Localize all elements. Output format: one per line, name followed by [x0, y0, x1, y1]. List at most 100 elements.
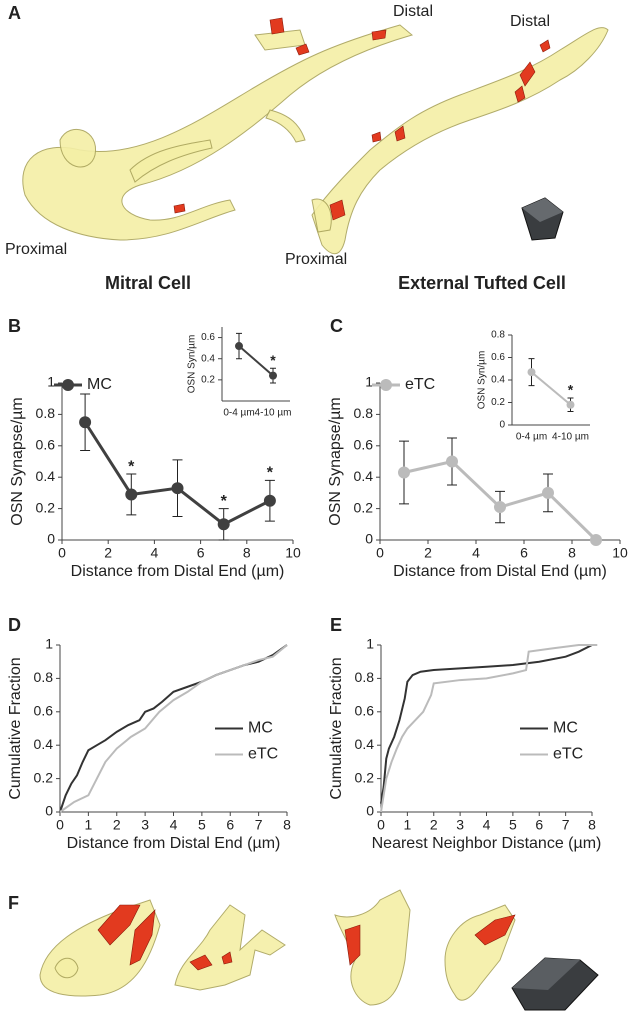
y-tick-label: 0.6: [491, 352, 505, 363]
x-tick-label: 4: [151, 545, 159, 561]
x-tick-label: 10: [612, 545, 628, 561]
data-point: [398, 466, 410, 479]
x-tick-label: 4: [170, 817, 178, 833]
significance-marker: *: [128, 458, 135, 475]
panel-label: B: [8, 316, 21, 336]
data-point: [125, 488, 138, 501]
y-tick-label: 0.8: [354, 405, 374, 421]
y-axis-label: Cumulative Fraction: [7, 657, 24, 799]
y-tick-label: 1: [366, 636, 374, 652]
x-tick-label: 0: [56, 817, 64, 833]
data-point: [269, 371, 277, 380]
y-tick-label: 0.2: [354, 499, 374, 515]
data-point: [235, 342, 243, 351]
legend-label: MC: [87, 376, 112, 393]
legend-marker: [62, 379, 74, 391]
significance-marker: *: [221, 493, 228, 510]
series-line: [59, 644, 288, 813]
series-line: [380, 644, 593, 804]
y-tick-label: 0.4: [491, 375, 505, 386]
x-tick-label: 4-10 µm: [255, 408, 292, 419]
legend-label: MC: [553, 720, 578, 737]
x-tick-label: 8: [568, 545, 576, 561]
scale-cube: [521, 197, 564, 241]
x-tick-label: 2: [430, 817, 438, 833]
significance-marker: *: [267, 465, 274, 482]
y-axis-label: OSN Synapse/µm: [327, 397, 344, 525]
x-tick-label: 7: [562, 817, 570, 833]
data-point: [79, 416, 92, 429]
x-tick-label: 6: [520, 545, 528, 561]
panel-label: C: [330, 316, 343, 336]
y-tick-label: 0.8: [36, 405, 56, 421]
x-tick-label: 0-4 µm: [516, 432, 547, 443]
y-tick-label: 0.8: [355, 669, 375, 685]
x-tick-label: 6: [197, 545, 205, 561]
data-point: [590, 534, 602, 546]
x-tick-label: 3: [456, 817, 464, 833]
x-axis-label: Distance from Distal End (µm): [67, 835, 281, 852]
y-tick-label: 0.2: [491, 397, 505, 408]
x-tick-label: 4: [472, 545, 480, 561]
panel-label: F: [8, 893, 19, 913]
x-tick-label: 0: [58, 545, 66, 561]
y-axis-label: Cumulative Fraction: [328, 657, 345, 799]
data-point: [171, 482, 184, 495]
x-tick-label: 2: [113, 817, 121, 833]
x-tick-label: 2: [104, 545, 112, 561]
x-axis-label: Distance from Distal End (µm): [393, 563, 607, 580]
x-tick-label: 0: [377, 817, 385, 833]
synapse-renders: [39, 889, 599, 1011]
series-line: [380, 644, 598, 813]
data-point: [542, 486, 554, 499]
y-tick-label: 0.8: [34, 669, 54, 685]
data-point: [263, 494, 276, 507]
x-tick-label: 5: [198, 817, 206, 833]
x-tick-label: 4: [483, 817, 491, 833]
y-tick-label: 0.4: [355, 736, 375, 752]
x-tick-label: 8: [283, 817, 291, 833]
panel-label: E: [330, 615, 342, 635]
x-tick-label: 6: [226, 817, 234, 833]
y-tick-label: 0: [365, 531, 373, 547]
y-tick-label: 0.2: [36, 499, 56, 515]
cell-title: Mitral Cell: [105, 273, 191, 293]
data-point: [527, 368, 536, 377]
x-axis-label: Distance from Distal End (µm): [71, 563, 285, 580]
legend-label: eTC: [248, 746, 278, 763]
legend-label: MC: [248, 720, 273, 737]
x-tick-label: 8: [588, 817, 596, 833]
x-tick-label: 7: [255, 817, 263, 833]
x-tick-label: 10: [285, 545, 301, 561]
tufted-cell-render: [311, 27, 609, 255]
x-axis-label: Nearest Neighbor Distance (µm): [372, 835, 602, 852]
data-point: [494, 501, 506, 514]
mitral-cell-render: [22, 17, 414, 241]
y-tick-label: 0: [366, 803, 374, 819]
y-tick-label: 0.6: [36, 437, 56, 453]
legend-label: eTC: [405, 376, 435, 393]
y-tick-label: 0.4: [201, 353, 215, 364]
legend-label: eTC: [553, 746, 583, 763]
x-tick-label: 1: [403, 817, 411, 833]
x-tick-label: 0-4 µm: [223, 408, 254, 419]
y-tick-label: 0.6: [34, 703, 54, 719]
legend-marker: [380, 379, 392, 391]
x-tick-label: 6: [535, 817, 543, 833]
y-tick-label: 0.6: [354, 437, 374, 453]
y-axis-label: OSN Synapse/µm: [9, 397, 26, 525]
y-tick-label: 0: [47, 531, 55, 547]
y-tick-label: 0.4: [34, 736, 54, 752]
x-tick-label: 3: [141, 817, 149, 833]
x-tick-label: 1: [84, 817, 92, 833]
y-tick-label: 1: [47, 374, 55, 390]
x-tick-label: 5: [509, 817, 517, 833]
y-tick-label: 0: [45, 803, 53, 819]
cell-label: Distal: [510, 13, 550, 30]
y-axis-label: OSN Syn/µm: [187, 335, 198, 394]
y-tick-label: 0.8: [491, 330, 505, 341]
y-tick-label: 0.2: [201, 374, 215, 385]
y-tick-label: 0.6: [355, 703, 375, 719]
y-tick-label: 0.6: [201, 332, 215, 343]
y-tick-label: 0.4: [36, 468, 56, 484]
